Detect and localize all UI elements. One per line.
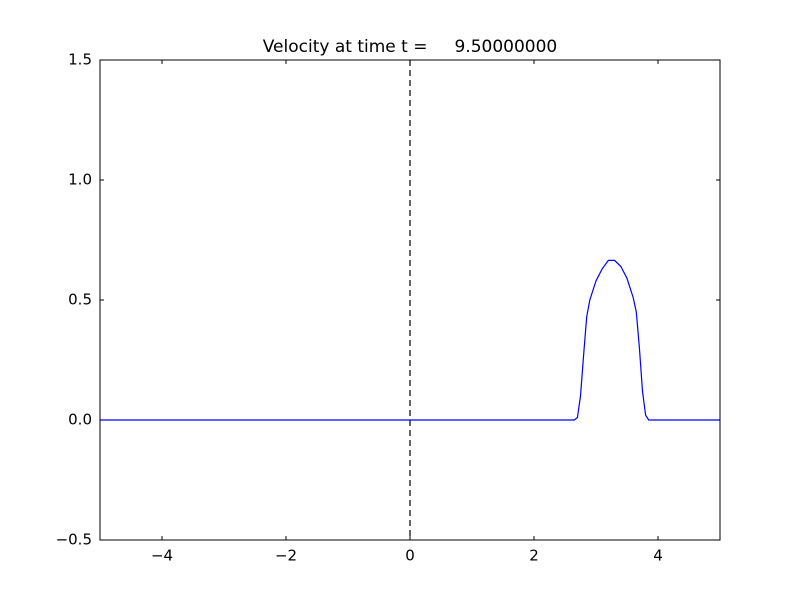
x-tick-label: 4 <box>653 547 663 565</box>
chart-title: Velocity at time t = 9.50000000 <box>263 37 557 57</box>
y-tick-label: 1.5 <box>68 51 92 69</box>
line <box>100 259 720 421</box>
y-tick-label: 0.5 <box>68 291 92 309</box>
x-tick-label: −2 <box>275 547 297 565</box>
x-tick-label: 2 <box>529 547 539 565</box>
x-tick-label: −4 <box>151 547 173 565</box>
y-tick-label: 0.0 <box>68 411 92 429</box>
plot-frame <box>99 59 721 541</box>
y-tick-label: −0.5 <box>56 531 92 549</box>
x-tick-label: 0 <box>405 547 415 565</box>
y-tick-label: 1.0 <box>68 171 92 189</box>
